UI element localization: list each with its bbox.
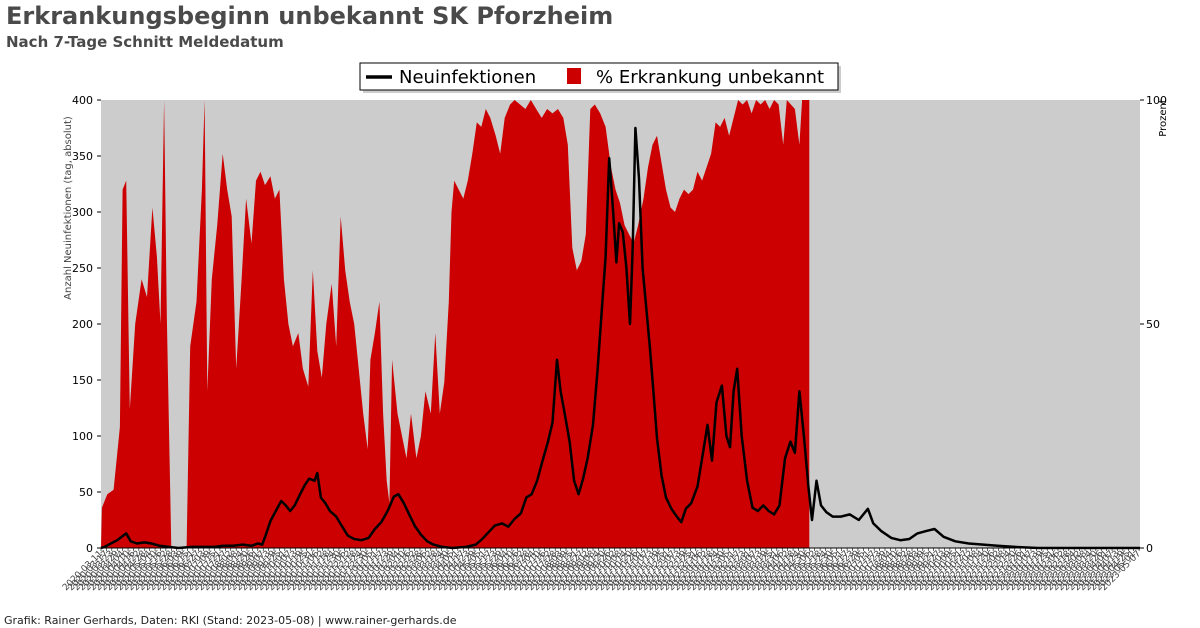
x-axis: 2020-03-112020-03-172020-03-232020-03-29… xyxy=(61,548,1143,593)
legend: Neuinfektionen % Erkrankung unbekannt xyxy=(359,62,841,93)
y2-tick-label: 50 xyxy=(1146,318,1160,331)
y-tick-label: 0 xyxy=(86,542,93,555)
series-line-new-infections xyxy=(100,126,1140,550)
y2-tick-label: 100 xyxy=(1146,94,1167,107)
y-tick-label: 400 xyxy=(72,94,93,107)
footer-credit: Grafik: Rainer Gerhards, Daten: RKI (Sta… xyxy=(4,614,457,627)
y-tick-label: 150 xyxy=(72,374,93,387)
chart-subtitle: Nach 7-Tage Schnitt Meldedatum xyxy=(6,33,284,51)
y-tick-label: 300 xyxy=(72,206,93,219)
y-tick-label: 50 xyxy=(79,486,93,499)
y-axis-label: Anzahl Neuinfektionen (tag, absolut) xyxy=(63,116,74,300)
legend-line-label: Neuinfektionen xyxy=(399,67,536,88)
y2-axis-label: Prozent xyxy=(1158,99,1169,137)
y-axis-right: 0 50 100 xyxy=(1140,94,1167,555)
y-tick-label: 200 xyxy=(72,318,93,331)
y2-tick-label: 0 xyxy=(1146,542,1153,555)
y-tick-label: 250 xyxy=(72,262,93,275)
y-tick-label: 350 xyxy=(72,150,93,163)
chart-title: Erkrankungsbeginn unbekannt SK Pforzheim xyxy=(6,2,614,30)
legend-area-label: % Erkrankung unbekannt xyxy=(596,67,824,88)
y-tick-label: 100 xyxy=(72,430,93,443)
y-axis-left: 0 50 100 150 200 250 300 350 400 xyxy=(72,94,101,555)
legend-area-swatch xyxy=(567,68,581,84)
series-area-unknown-percent xyxy=(101,100,810,548)
